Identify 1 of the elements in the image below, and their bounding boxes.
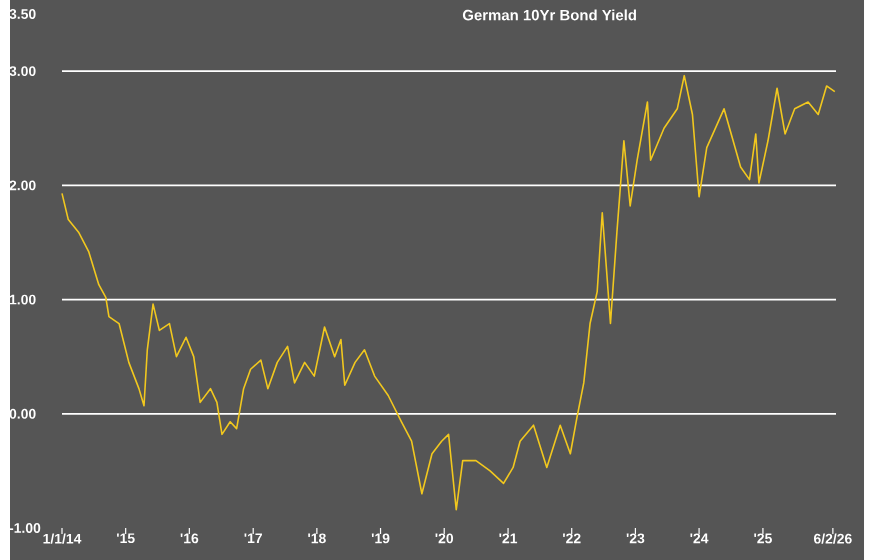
line-series [61,74,836,511]
